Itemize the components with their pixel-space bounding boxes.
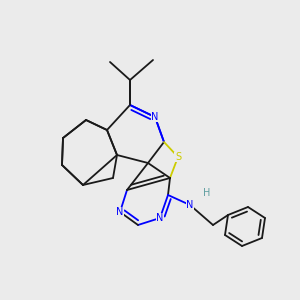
Text: N: N bbox=[156, 213, 164, 223]
Text: N: N bbox=[116, 207, 124, 217]
Text: N: N bbox=[186, 200, 194, 210]
Text: S: S bbox=[175, 152, 181, 162]
Text: H: H bbox=[203, 188, 211, 198]
Text: N: N bbox=[151, 112, 159, 122]
